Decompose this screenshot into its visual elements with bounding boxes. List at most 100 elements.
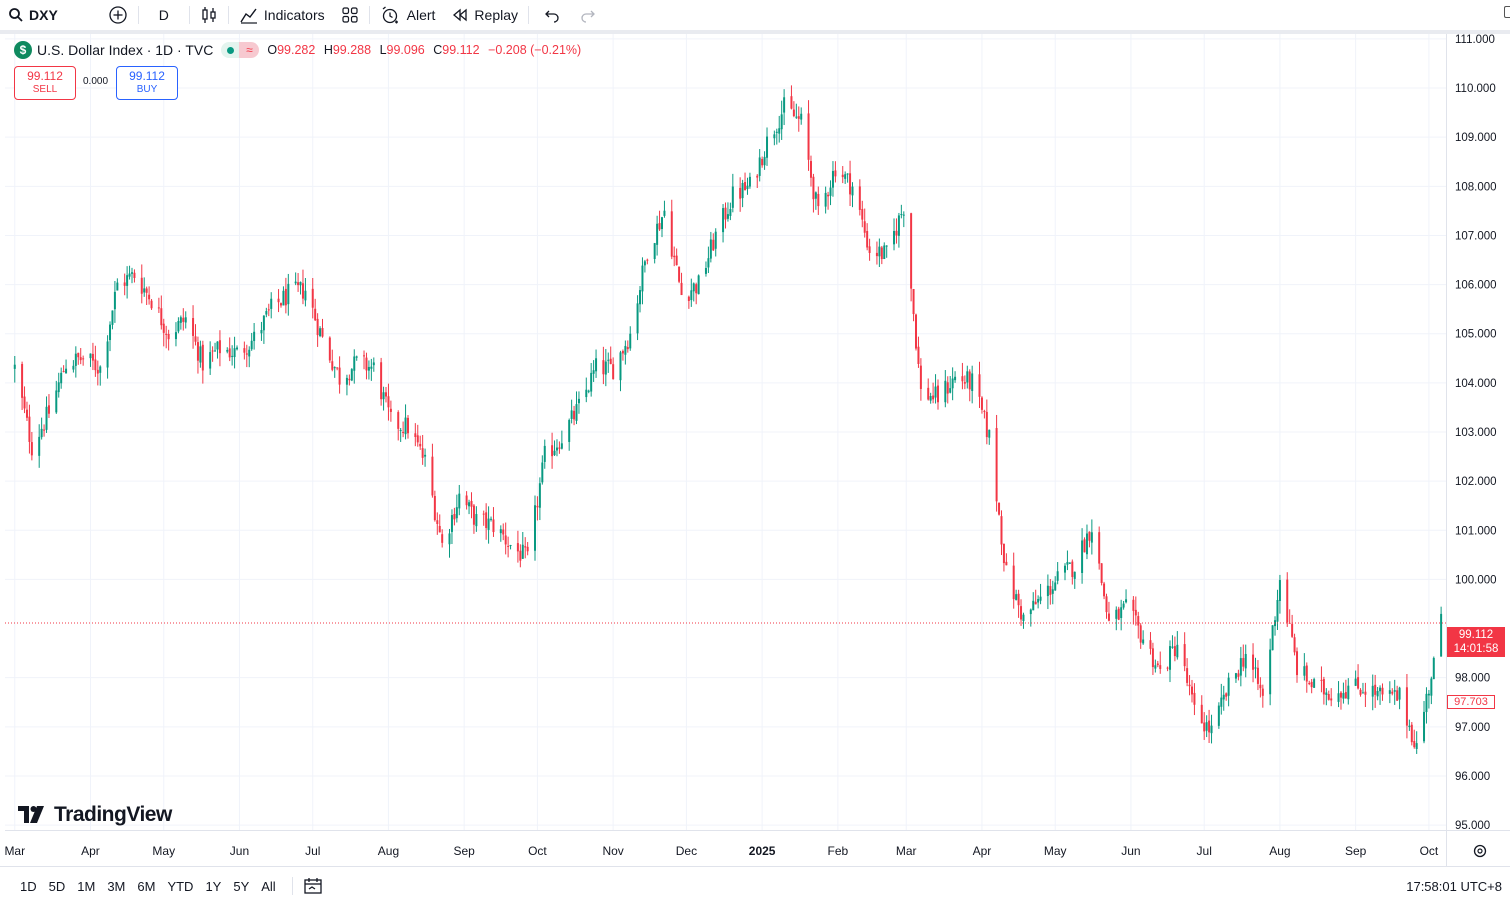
candle	[345, 374, 348, 396]
candle	[1066, 550, 1069, 571]
candle-body	[47, 405, 50, 414]
range-button-5d[interactable]: 5D	[48, 878, 66, 894]
candle-body	[1413, 741, 1416, 748]
candle-body	[13, 364, 16, 369]
candle	[697, 274, 700, 295]
candle	[96, 360, 99, 386]
sell-button[interactable]: 99.112 SELL	[14, 66, 76, 100]
candle-body	[1066, 561, 1069, 565]
candle	[1125, 589, 1128, 604]
candle	[678, 266, 681, 284]
templates-button[interactable]	[333, 0, 367, 30]
buy-button[interactable]: 99.112 BUY	[116, 66, 178, 100]
tradingview-logo[interactable]: TradingView	[18, 803, 172, 827]
candle	[980, 396, 983, 414]
candle	[722, 204, 725, 243]
candle-body	[294, 281, 297, 284]
chart-type-button[interactable]	[192, 0, 226, 30]
y-tick-label: 106.000	[1455, 280, 1497, 292]
candle-body	[487, 518, 490, 530]
candle-body	[387, 396, 390, 408]
compare-button[interactable]	[100, 0, 136, 30]
rewind-icon	[453, 8, 468, 22]
range-button-all[interactable]: All	[261, 878, 276, 894]
candlestick-chart[interactable]: 111.000 110.000 109.000 108.000 107.000 106.0…	[5, 34, 1510, 866]
settings-gear-icon[interactable]	[1473, 844, 1487, 858]
market-status[interactable]: ≈	[221, 42, 260, 58]
candle-body	[355, 356, 358, 358]
candle	[919, 358, 922, 401]
candle-body	[157, 307, 160, 309]
symbol-search[interactable]: DXY	[0, 0, 66, 30]
candles-icon	[202, 7, 216, 23]
spread-value: 0.000	[83, 76, 109, 87]
candle-body	[1203, 722, 1206, 732]
indicators-button[interactable]: Indicators	[231, 0, 333, 30]
replay-button[interactable]: Replay	[443, 0, 526, 30]
candle-body	[680, 282, 683, 296]
candle	[13, 355, 16, 383]
candle-body	[1344, 692, 1347, 699]
candle	[1242, 644, 1245, 672]
candle	[1322, 676, 1325, 705]
series-title[interactable]: U.S. Dollar Index · 1D · TVC	[37, 42, 214, 58]
range-button-ytd[interactable]: YTD	[167, 878, 194, 894]
candle-body	[575, 404, 578, 421]
candle	[585, 377, 588, 403]
candle-body	[1137, 616, 1140, 626]
candle	[209, 341, 212, 375]
range-button-1d[interactable]: 1D	[20, 878, 37, 894]
candle-body	[797, 116, 800, 119]
candle	[834, 161, 837, 183]
candle	[1359, 688, 1362, 697]
x-tick-label: Sep	[453, 844, 475, 858]
candle	[936, 379, 939, 410]
candle-body	[604, 361, 607, 375]
candle-body	[65, 368, 68, 374]
candle	[148, 286, 151, 305]
candle-body	[372, 362, 375, 366]
candle-body	[1176, 644, 1179, 658]
candle	[1103, 581, 1106, 600]
candle-body	[1320, 679, 1323, 681]
candle-body	[954, 376, 957, 381]
timezone-clock[interactable]: 17:58:01 UTC+8	[1406, 878, 1502, 894]
candle-body	[1234, 673, 1237, 679]
x-tick-label: Aug	[1269, 844, 1290, 858]
candle	[1142, 630, 1145, 645]
undo-button[interactable]	[531, 0, 573, 30]
candle-body	[971, 373, 974, 392]
range-button-3m[interactable]: 3M	[107, 878, 126, 894]
candle-body	[690, 290, 693, 301]
candle	[663, 200, 666, 218]
candle-body	[543, 445, 546, 462]
chart-area[interactable]: 111.000 110.000 109.000 108.000 107.000 106.0…	[5, 34, 1510, 866]
candle-body	[499, 529, 502, 534]
range-button-5y[interactable]: 5Y	[233, 878, 250, 894]
candle-body	[419, 443, 422, 447]
goto-date-button[interactable]	[295, 871, 331, 901]
candle-body	[38, 436, 41, 456]
ohlc-values: O99.282 H99.288 L99.096 C99.112 −0.208 (…	[267, 43, 586, 57]
interval-button[interactable]: D	[158, 7, 169, 23]
candle-body	[1081, 540, 1084, 573]
redo-button[interactable]	[573, 0, 603, 30]
range-button-1y[interactable]: 1Y	[205, 878, 222, 894]
candle-body	[106, 341, 109, 368]
candle-body	[504, 535, 507, 545]
grid-icon	[342, 7, 358, 23]
candle-body	[348, 378, 351, 381]
range-button-1m[interactable]: 1M	[77, 878, 96, 894]
candle	[746, 177, 749, 195]
candle	[1291, 614, 1294, 638]
candle-body	[370, 366, 373, 369]
candle	[1188, 675, 1191, 696]
range-button-6m[interactable]: 6M	[137, 878, 156, 894]
fullscreen-icon[interactable]	[1504, 6, 1510, 18]
candle-body	[314, 308, 317, 321]
alert-button[interactable]: Alert	[372, 0, 444, 30]
candle-body	[1208, 720, 1211, 733]
divider	[368, 6, 370, 24]
candle-body	[441, 534, 444, 543]
candle	[402, 421, 405, 438]
